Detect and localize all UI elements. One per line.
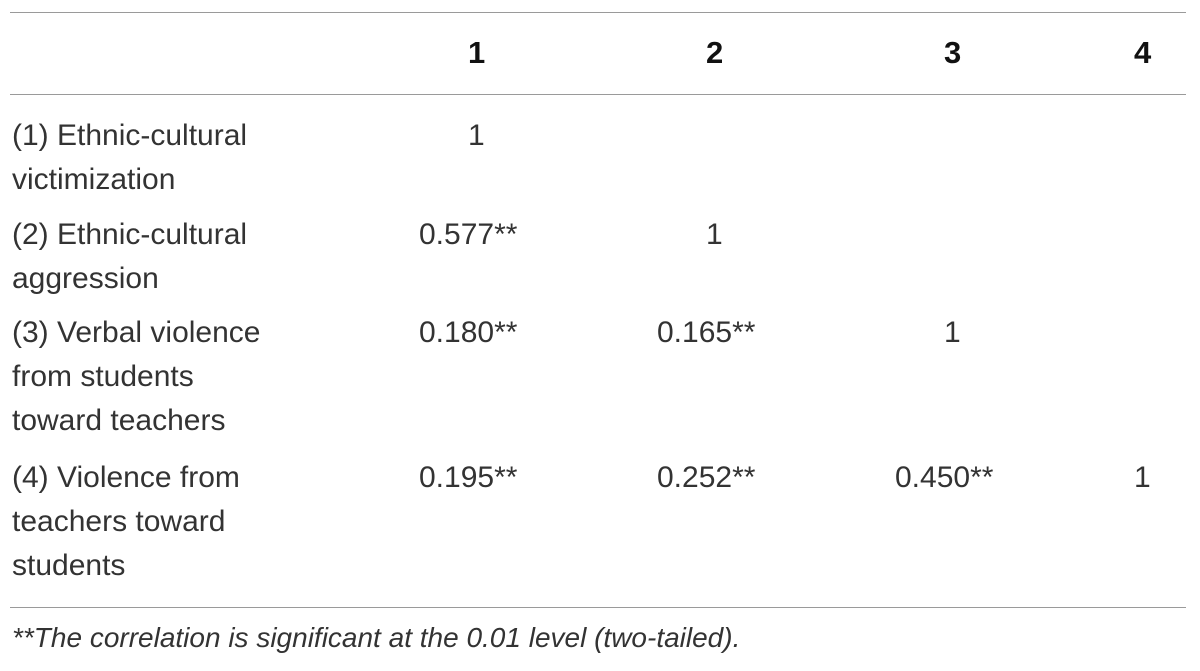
column-header-3: 3 <box>944 35 962 70</box>
row-label-line: from students <box>12 360 194 393</box>
table-cell: 0.165** <box>657 316 756 349</box>
table-cell: 1 <box>468 119 485 152</box>
table-cell: 1 <box>1134 461 1151 494</box>
row-label: (3) Verbal violence from students toward… <box>12 311 312 443</box>
table-cell: 0.577** <box>419 218 518 251</box>
column-header-2: 2 <box>706 35 724 70</box>
row-label-line: aggression <box>12 262 159 295</box>
table-bottom-rule <box>10 607 1186 608</box>
row-label-line: students <box>12 549 126 582</box>
row-label-line: (3) Verbal violence <box>12 316 261 349</box>
table-top-rule <box>10 12 1186 13</box>
table-footnote: **The correlation is significant at the … <box>12 622 741 653</box>
row-label-line: teachers toward <box>12 505 226 538</box>
table-cell: 0.195** <box>419 461 518 494</box>
table-cell: 0.252** <box>657 461 756 494</box>
row-label-line: toward teachers <box>12 404 226 437</box>
row-label-line: (4) Violence from <box>12 461 240 494</box>
row-label-line: victimization <box>12 163 176 196</box>
table-cell: 1 <box>944 316 961 349</box>
row-label: (1) Ethnic-cultural victimization <box>12 114 312 202</box>
table-cell: 1 <box>706 218 723 251</box>
row-label: (4) Violence from teachers toward studen… <box>12 456 312 588</box>
row-label: (2) Ethnic-cultural aggression <box>12 213 312 301</box>
table-header-rule <box>10 94 1186 95</box>
row-label-line: (2) Ethnic-cultural <box>12 218 248 251</box>
row-label-line: (1) Ethnic-cultural <box>12 119 248 152</box>
table-cell: 0.180** <box>419 316 518 349</box>
table-cell: 0.450** <box>895 461 994 494</box>
column-header-4: 4 <box>1134 35 1152 70</box>
column-header-1: 1 <box>468 35 486 70</box>
